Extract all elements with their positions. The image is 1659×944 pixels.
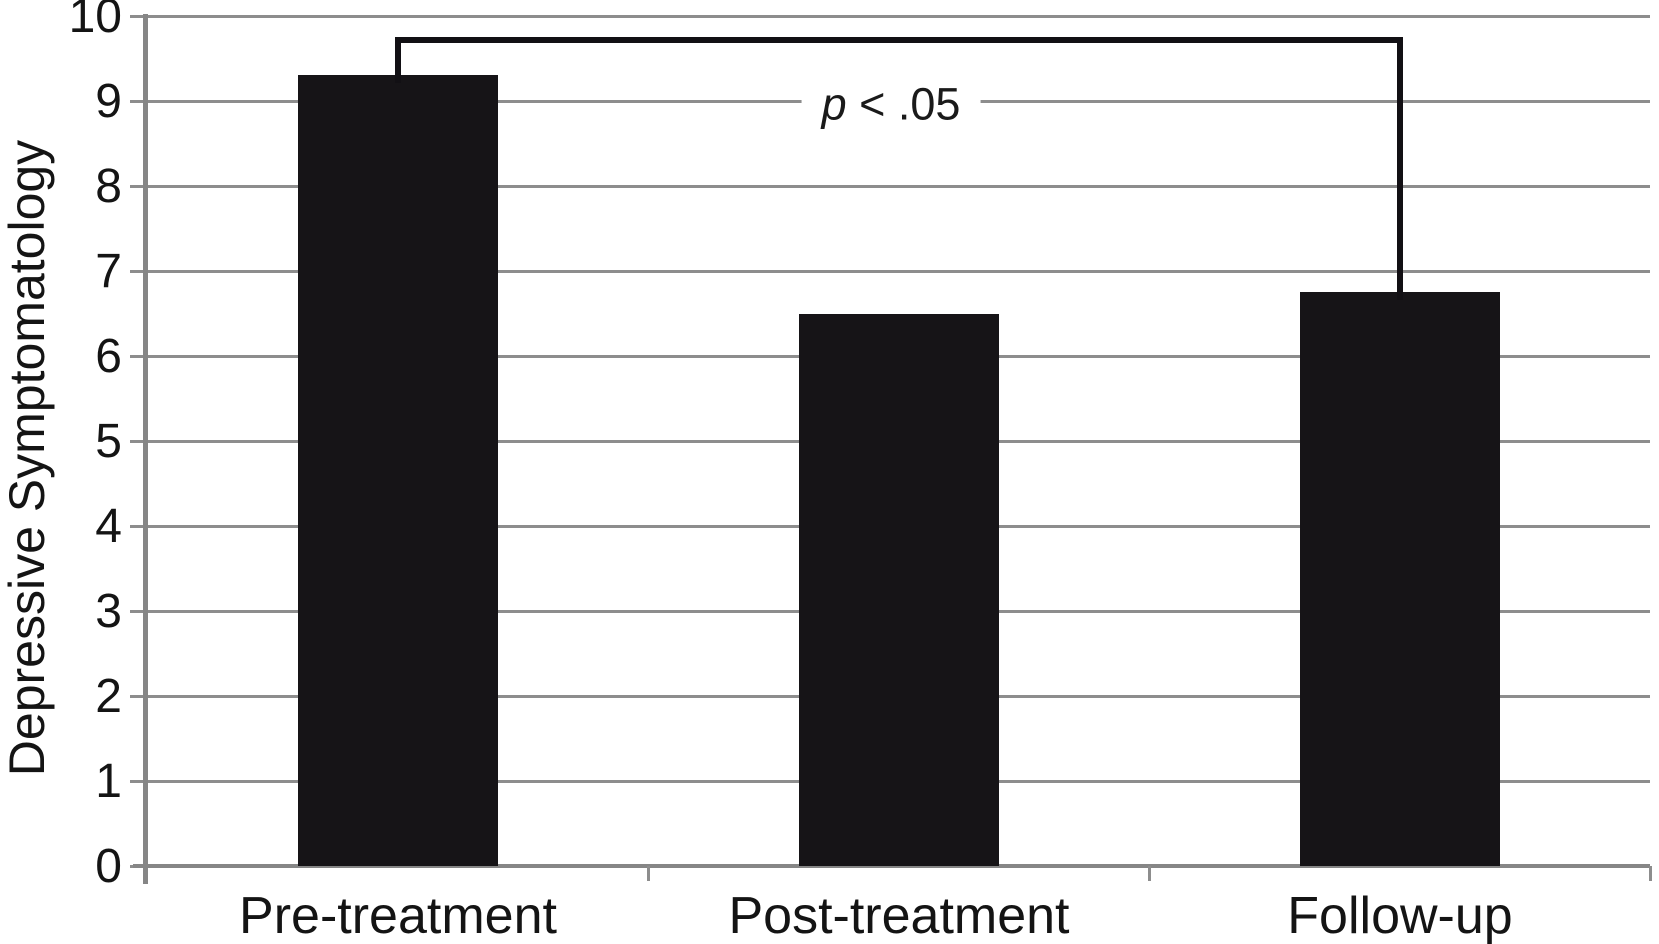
y-tick-7 xyxy=(130,270,147,273)
y-tick-label-1: 1 xyxy=(95,755,122,808)
y-tick-10 xyxy=(130,15,147,18)
gridline-8 xyxy=(147,185,1650,188)
y-tick-1 xyxy=(130,780,147,783)
y-tick-label-8: 8 xyxy=(95,160,122,213)
y-tick-9 xyxy=(130,100,147,103)
y-tick-2 xyxy=(130,695,147,698)
gridline-7 xyxy=(147,270,1650,273)
x-tick-3 xyxy=(1649,866,1652,881)
x-tick-2 xyxy=(1148,866,1151,881)
significance-label-value: < .05 xyxy=(846,78,961,130)
bar-pre-treatment xyxy=(298,75,498,866)
significance-bracket-left xyxy=(395,37,401,83)
y-tick-label-0: 0 xyxy=(95,840,122,893)
x-tick-1 xyxy=(647,866,650,881)
y-tick-label-9: 9 xyxy=(95,75,122,128)
y-axis-line xyxy=(143,14,148,884)
y-tick-label-7: 7 xyxy=(95,245,122,298)
significance-bracket-right xyxy=(1397,37,1403,300)
y-tick-label-6: 6 xyxy=(95,330,122,383)
y-tick-label-3: 3 xyxy=(95,585,122,638)
y-tick-label-5: 5 xyxy=(95,415,122,468)
x-category-label-post-treatment: Post-treatment xyxy=(728,887,1070,944)
y-tick-8 xyxy=(130,185,147,188)
bar-follow-up xyxy=(1300,292,1500,866)
y-tick-3 xyxy=(130,610,147,613)
gridline-10 xyxy=(147,15,1650,18)
significance-bracket-top xyxy=(395,37,1403,43)
x-axis-line xyxy=(133,864,1650,868)
x-category-label-follow-up: Follow-up xyxy=(1287,887,1513,944)
x-category-label-pre-treatment: Pre-treatment xyxy=(239,887,557,944)
bar-post-treatment xyxy=(799,314,999,866)
y-tick-5 xyxy=(130,440,147,443)
y-tick-label-4: 4 xyxy=(95,500,122,553)
y-tick-6 xyxy=(130,355,147,358)
y-tick-label-2: 2 xyxy=(95,670,122,723)
significance-label: p < .05 xyxy=(801,77,981,131)
y-tick-4 xyxy=(130,525,147,528)
y-tick-label-10: 10 xyxy=(68,0,122,43)
significance-label-symbol: p xyxy=(821,78,847,130)
